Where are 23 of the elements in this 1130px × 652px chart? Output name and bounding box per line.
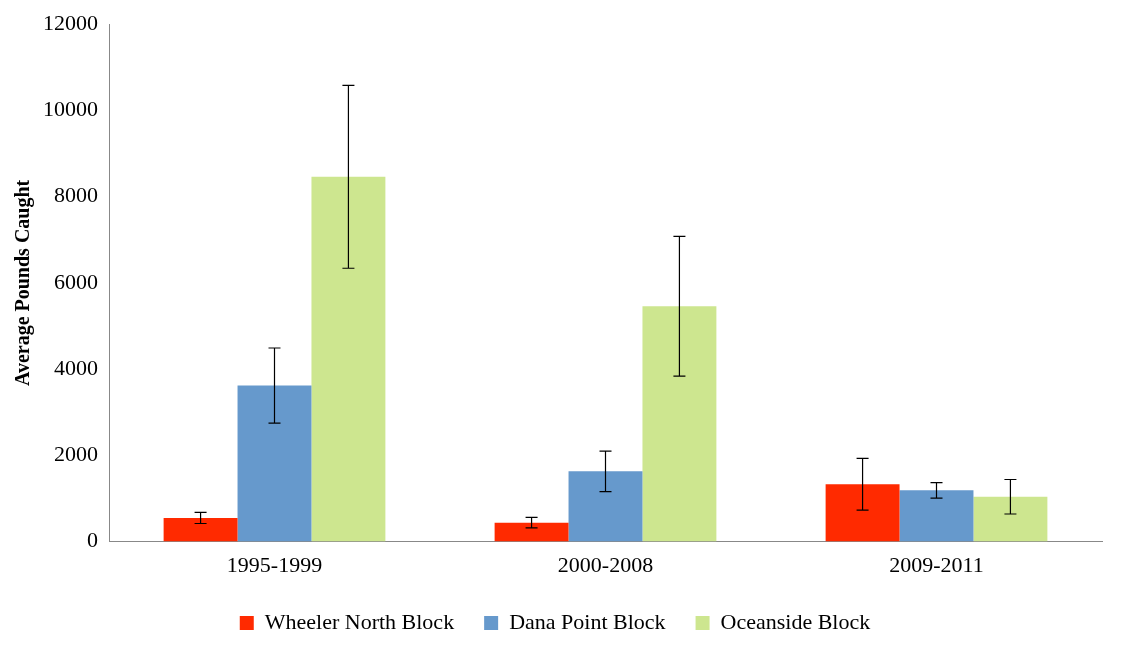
bar (163, 517, 238, 542)
bar (825, 484, 900, 542)
y-tick-label: 8000 (54, 182, 98, 208)
y-tick-label: 10000 (43, 96, 98, 122)
y-axis-title: Average Pounds Caught (11, 179, 35, 387)
x-tick-label: 2000-2008 (557, 551, 654, 577)
bar (642, 306, 717, 542)
legend-label: Oceanside Block (720, 608, 871, 634)
bar (237, 385, 312, 542)
bar (568, 471, 643, 542)
bar (899, 490, 974, 542)
bar (311, 176, 386, 542)
y-tick-label: 4000 (54, 354, 98, 380)
y-tick-label: 0 (87, 527, 98, 553)
bar (494, 522, 569, 542)
y-tick-label: 6000 (54, 268, 98, 294)
bar (973, 496, 1048, 542)
x-tick-label: 2009-2011 (889, 551, 984, 577)
x-tick-label: 1995-1999 (226, 551, 323, 577)
y-tick-label: 12000 (43, 9, 98, 35)
legend-label: Wheeler North Block (264, 608, 455, 634)
y-tick-label: 2000 (54, 441, 98, 467)
legend-label: Dana Point Block (509, 608, 666, 634)
